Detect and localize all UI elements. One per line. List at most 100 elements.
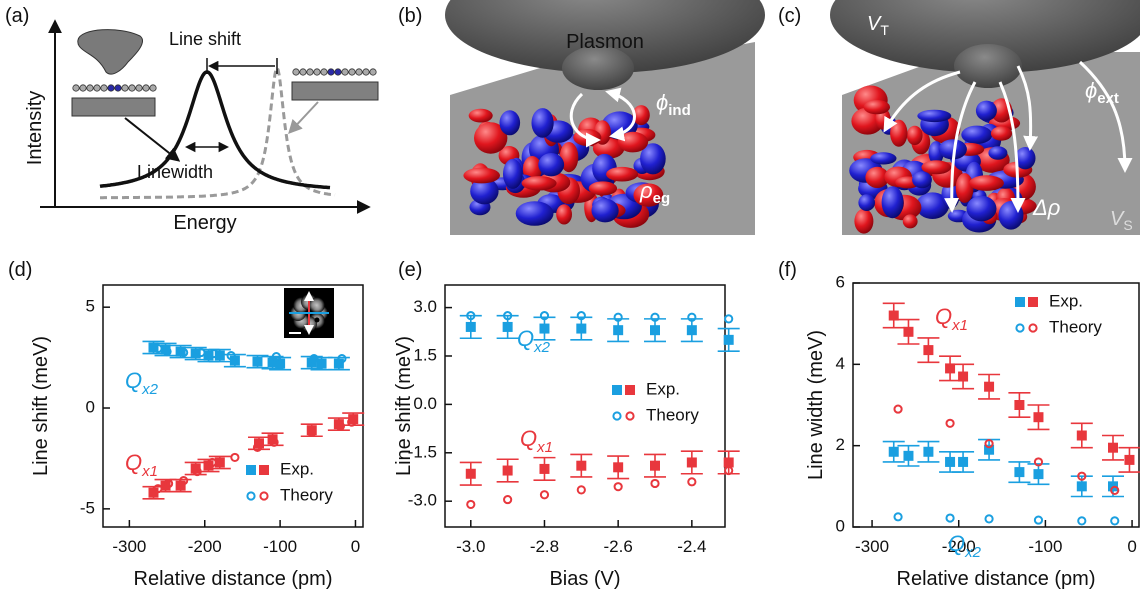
orbital-lobe	[851, 107, 884, 135]
label: Plasmon	[566, 31, 644, 53]
arrow	[124, 117, 181, 162]
square-marker	[190, 348, 201, 359]
atom	[114, 84, 122, 92]
x-tick-label: -100	[263, 537, 297, 556]
square-marker	[203, 350, 214, 361]
orbital-lobe	[966, 195, 997, 222]
orbital-lobe	[988, 146, 1008, 160]
substrate	[71, 97, 156, 117]
legend-label: Theory	[1049, 317, 1102, 336]
atom	[93, 84, 101, 92]
circle-marker	[539, 490, 550, 500]
legend-marker	[1028, 323, 1038, 333]
circle-marker	[613, 482, 623, 492]
orbital-lobe	[870, 152, 897, 165]
circle-marker	[269, 437, 279, 447]
y-tick-label: 4	[836, 354, 845, 373]
arrow	[288, 101, 319, 135]
symbol: V	[867, 13, 882, 35]
symbol: ϕ	[656, 90, 668, 115]
square-marker	[723, 457, 734, 468]
orbital-lobe	[858, 194, 875, 212]
square-marker	[539, 323, 550, 334]
square-marker	[502, 321, 513, 332]
circle-marker	[650, 478, 660, 489]
y-tick-label: 0	[836, 516, 845, 535]
legend-label: Exp.	[1049, 291, 1083, 310]
legend-label: Theory	[280, 485, 333, 504]
legend-marker	[259, 465, 269, 475]
legend-marker	[612, 385, 622, 395]
label: Linewidth	[137, 162, 213, 182]
orbital-lobe	[640, 143, 666, 175]
y-tick-label: 0.0	[413, 394, 437, 413]
square-marker	[1033, 469, 1044, 480]
circle-marker	[945, 513, 955, 523]
orbital-lobe	[521, 176, 557, 191]
square-marker	[650, 325, 660, 336]
atom	[355, 68, 363, 76]
square-marker	[148, 342, 159, 353]
circle-marker	[162, 346, 172, 357]
circle-marker	[192, 466, 202, 477]
legend-marker	[1015, 323, 1025, 333]
panel-label: (c)	[778, 5, 801, 27]
square-marker	[252, 356, 263, 367]
annotation-subscript: x1	[951, 317, 968, 334]
atom	[292, 68, 300, 76]
y-tick-label: 3.0	[413, 297, 437, 316]
square-marker	[333, 358, 344, 369]
panel-label: (f)	[778, 259, 797, 281]
x-tick-label: -300	[855, 537, 889, 556]
atom	[327, 68, 335, 76]
circle-marker	[724, 465, 734, 476]
orbital-lobe	[531, 108, 554, 138]
atom	[128, 84, 136, 92]
atom	[72, 84, 80, 92]
atom	[320, 68, 328, 76]
square-marker	[945, 363, 956, 374]
inset-dot	[314, 317, 320, 323]
circle-marker	[207, 457, 217, 468]
x-tick-label: -100	[1028, 537, 1062, 556]
square-marker	[984, 444, 995, 455]
molecule-chain	[72, 68, 377, 92]
circle-marker	[252, 442, 263, 452]
y-axis-label: Line shift (meV)	[30, 336, 52, 476]
annotation-symbol: Q	[517, 326, 534, 351]
orbital-lobe	[921, 160, 952, 175]
circle-marker	[576, 485, 586, 495]
atom	[100, 84, 108, 92]
y-tick-label: -3.0	[408, 491, 437, 510]
panel-c: (c) VT ϕext Δρ VS	[778, 0, 1140, 235]
square-marker	[650, 460, 660, 471]
atom	[348, 68, 356, 76]
circle-marker	[984, 439, 994, 449]
chart: (f) -300 -200 -100 0 0 2 4 6 Relative distance (p…	[778, 259, 1140, 590]
square-marker	[175, 480, 186, 491]
square-marker	[267, 357, 278, 368]
orbital-lobe	[559, 142, 579, 173]
orbital-lobe	[591, 198, 619, 223]
arrow	[883, 70, 961, 133]
square-marker	[1014, 400, 1025, 410]
circle-marker	[984, 514, 994, 524]
symbol: ϕ	[1085, 78, 1097, 103]
circle-marker	[893, 404, 903, 414]
annotation-symbol: Q	[125, 450, 142, 475]
square-marker	[984, 381, 995, 392]
square-marker	[686, 325, 697, 336]
arrow	[569, 92, 601, 148]
square-marker	[1124, 454, 1135, 465]
arrow	[1078, 60, 1133, 173]
inset	[284, 288, 334, 338]
y-tick-label: -1.5	[408, 442, 437, 461]
legend-marker	[259, 491, 269, 501]
label: ρeg	[639, 178, 670, 207]
axis-label: Energy	[173, 212, 236, 234]
square-marker	[903, 450, 914, 461]
label: ϕind	[656, 90, 691, 119]
circle-marker	[466, 499, 476, 510]
x-axis-label: Relative distance (pm)	[897, 568, 1096, 590]
square-marker	[306, 357, 317, 368]
